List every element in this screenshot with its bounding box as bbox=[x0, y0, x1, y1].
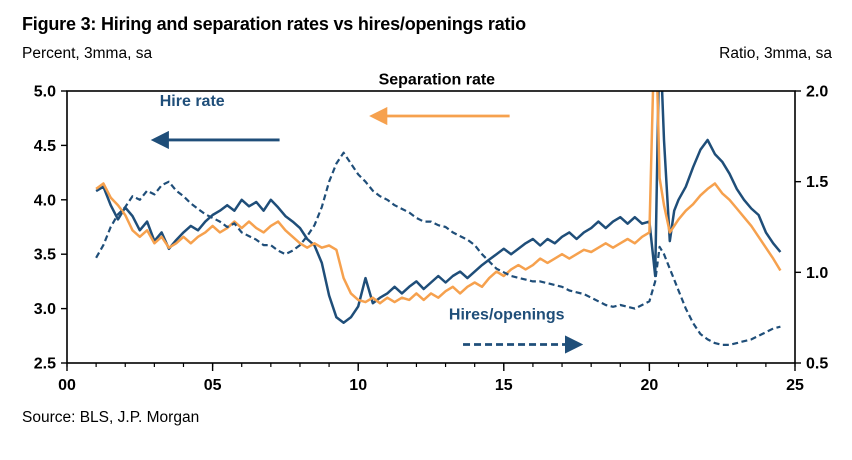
right-tick-label: 1.5 bbox=[806, 174, 828, 191]
right-axis-label: Ratio, 3mma, sa bbox=[719, 45, 832, 62]
left-tick-label: 5.0 bbox=[34, 84, 56, 101]
x-tick-label: 05 bbox=[204, 377, 222, 394]
left-tick-label: 4.5 bbox=[34, 138, 56, 155]
axis-subtitle-row: Percent, 3mma, sa Ratio, 3mma, sa bbox=[0, 35, 852, 63]
chart-svg: 2.5 3.0 3.5 4.0 4.5 5.0 0.5 1.0 1.5 2.0 00 05 10 15 20… bbox=[34, 71, 829, 394]
hire-rate-label: Hire rate bbox=[160, 93, 225, 110]
figure-title: Figure 3: Hiring and separation rates vs… bbox=[22, 14, 526, 34]
chart-area: 2.5 3.0 3.5 4.0 4.5 5.0 0.5 1.0 1.5 2.0 00 05 10 15 20… bbox=[0, 65, 852, 405]
left-tick-label: 4.0 bbox=[34, 192, 56, 209]
source-note: Source: BLS, J.P. Morgan bbox=[22, 409, 200, 426]
plot-border bbox=[66, 90, 796, 364]
separation-rate-label: Separation rate bbox=[379, 71, 496, 88]
hires-openings-label: Hires/openings bbox=[449, 306, 565, 323]
x-tick-label: 10 bbox=[349, 377, 367, 394]
series-group bbox=[95, 91, 782, 346]
left-axis-label: Percent, 3mma, sa bbox=[22, 45, 153, 62]
separation-rate-line bbox=[95, 91, 782, 305]
right-tick-label: 2.0 bbox=[806, 84, 828, 101]
hire-rate-line bbox=[95, 91, 782, 324]
right-tick-label: 0.5 bbox=[806, 356, 828, 373]
hires-openings-line bbox=[95, 151, 781, 346]
right-tick-label: 1.0 bbox=[806, 265, 828, 282]
left-tick-label: 2.5 bbox=[34, 356, 56, 373]
x-tick-label: 15 bbox=[495, 377, 513, 394]
left-tick-label: 3.5 bbox=[34, 247, 56, 264]
x-tick-label: 20 bbox=[641, 377, 659, 394]
x-tick-label: 00 bbox=[58, 377, 76, 394]
x-tick-label: 25 bbox=[786, 377, 804, 394]
left-tick-label: 3.0 bbox=[34, 301, 56, 318]
